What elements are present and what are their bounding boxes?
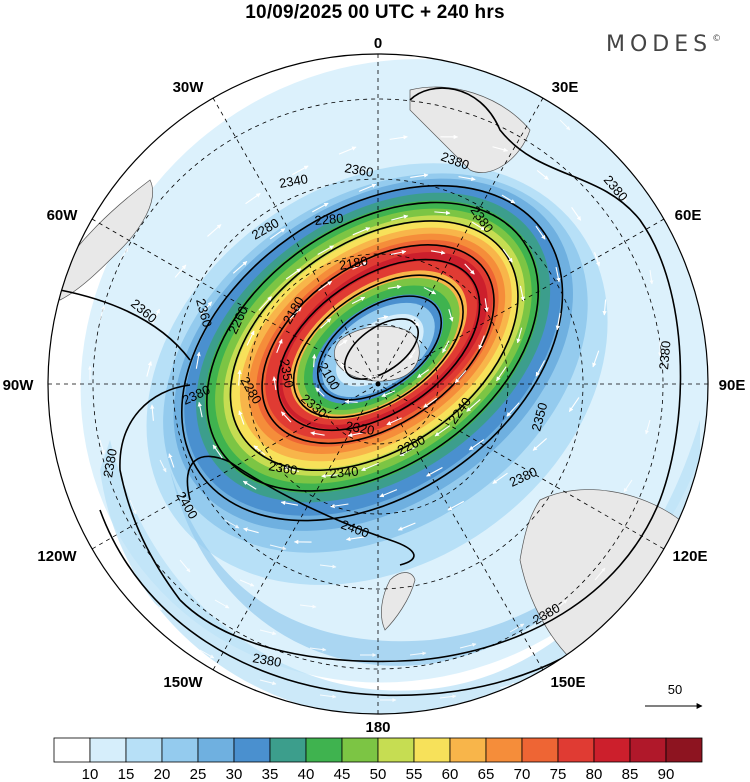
colorbar-swatch: [377, 737, 415, 763]
colorbar-swatch: [593, 737, 631, 763]
lon-label-60w: 60W: [47, 207, 79, 224]
colorbar-swatch: [521, 737, 559, 763]
colorbar-tick-label: 75: [550, 766, 567, 782]
antarctica: [334, 325, 420, 382]
colorbar-swatch: [89, 737, 127, 763]
wind-speed-shading-secondary: [100, 420, 700, 714]
contour-label: 2180: [338, 253, 369, 273]
lon-label-150w: 150W: [163, 674, 203, 691]
colorbar-tick-label: 25: [190, 766, 207, 782]
contour-label: 2340: [329, 464, 359, 481]
lon-label-60e: 60E: [675, 207, 702, 224]
brand-text: MODES: [606, 32, 713, 57]
colorbar-swatch: [629, 737, 667, 763]
south-pole-marker: [375, 381, 381, 387]
colorbar-swatch: [665, 737, 703, 763]
colorbar-tick-label: 30: [226, 766, 243, 782]
contour-label: 2340: [278, 171, 309, 191]
contour-2380-east: [179, 87, 682, 663]
colorbar-swatch: [125, 737, 163, 763]
colorbar-swatch: [305, 737, 343, 763]
copyright-mark: ©: [712, 34, 722, 44]
wind-vectors: [146, 134, 607, 545]
page-title: 10/09/2025 00 UTC + 240 hrs: [245, 2, 505, 23]
map-border: [47, 53, 709, 715]
contour-2360-west: [59, 289, 191, 361]
contour-label: 2350: [277, 358, 297, 389]
contour-label: 2380: [656, 340, 673, 370]
colorbar-tick-label: 55: [406, 766, 423, 782]
colorbar-swatch: [449, 737, 487, 763]
reference-vector-label: 50: [668, 682, 682, 697]
contour-label: 2360: [193, 297, 215, 329]
contour-2360: [181, 184, 564, 522]
contour-2280: [261, 244, 495, 445]
lon-label-0: 0: [374, 35, 382, 52]
contour-label: 2360: [267, 458, 298, 478]
colorbar-tick-label: 70: [514, 766, 531, 782]
lon-label-150e: 150E: [550, 674, 585, 691]
lon-label-180: 180: [365, 719, 390, 736]
colorbar-tick-label: 10: [82, 766, 99, 782]
lon-label-120e: 120E: [672, 548, 707, 565]
colorbar-tick-label: 80: [586, 766, 603, 782]
contour-2320: [229, 220, 519, 472]
colorbar-tick-label: 15: [118, 766, 135, 782]
colorbar-tick-label: 65: [478, 766, 495, 782]
contour-label: 2380: [100, 447, 120, 478]
colorbar-tick-label: 60: [442, 766, 459, 782]
colorbar-swatch: [233, 737, 271, 763]
lon-label-30e: 30E: [552, 79, 579, 96]
geopotential-contours-outer: [59, 87, 691, 697]
contour-label: 2350: [528, 401, 550, 433]
colorbar-swatch: [557, 737, 595, 763]
contour-2180: [316, 295, 443, 401]
colorbar-tick-label: 35: [262, 766, 279, 782]
contour-label: 2380: [251, 650, 282, 670]
colorbar-swatch: [269, 737, 307, 763]
geopotential-contours: [181, 184, 564, 522]
longitude-labels: 0 30E 60E 90E 120E 150E 180 150W 120W 90…: [3, 35, 746, 736]
contour-2240: [292, 274, 464, 419]
shade-arc-south-2: [170, 470, 620, 666]
contour-label: 2280: [314, 211, 344, 228]
colorbar-tick-label: 50: [370, 766, 387, 782]
south-america: [51, 179, 153, 301]
contour-2340: [206, 201, 540, 492]
colorbar-swatch: [197, 737, 235, 763]
lon-label-90w: 90W: [3, 377, 35, 394]
colorbar-tick-label: 85: [622, 766, 639, 782]
contour-2400: [186, 455, 415, 566]
shade-arc-south: [100, 420, 700, 714]
colorbar-tick-label: 40: [298, 766, 315, 782]
reference-vector: 50: [645, 682, 703, 709]
contour-2380-west: [119, 384, 191, 601]
colorbar-swatch: [53, 737, 91, 763]
contour-label: 2360: [343, 160, 374, 180]
colorbar-tick-label: 45: [334, 766, 351, 782]
colorbar: 10 15 20 25 30 35 40 45 50 55 60 65 70 75 80 85 90: [53, 737, 703, 782]
colorbar-swatch: [341, 737, 379, 763]
lon-label-30w: 30W: [173, 79, 205, 96]
lon-label-90e: 90E: [719, 377, 746, 394]
colorbar-tick-label: 20: [154, 766, 171, 782]
colorbar-swatch: [413, 737, 451, 763]
contour-label: 2320: [344, 418, 375, 438]
colorbar-swatch: [161, 737, 199, 763]
africa: [409, 86, 531, 173]
colorbar-tick-label: 90: [658, 766, 675, 782]
new-zealand: [381, 572, 416, 631]
colorbar-swatch: [485, 737, 523, 763]
lon-label-120w: 120W: [37, 548, 77, 565]
brand-logo: MODES©: [606, 32, 721, 57]
contour-2260: [276, 258, 481, 432]
